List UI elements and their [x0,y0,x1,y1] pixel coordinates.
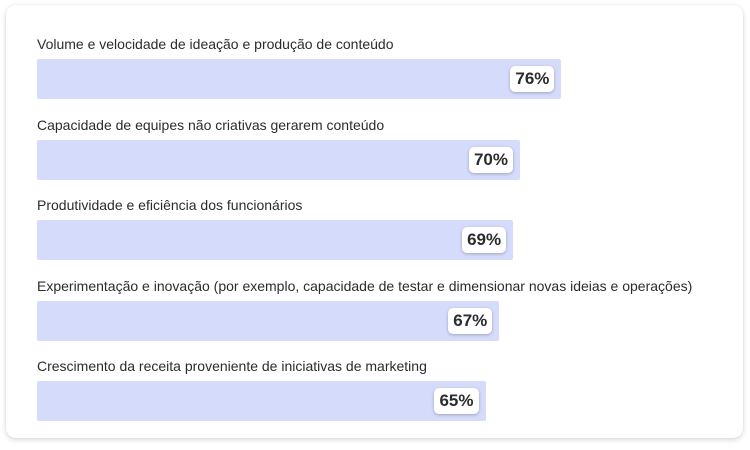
bar-category-label: Crescimento da receita proveniente de in… [37,358,427,374]
bar-value-label: 69% [462,227,507,253]
bar: 70% [37,139,520,180]
horizontal-bar-chart: Volume e velocidade de ideação e produçã… [37,27,727,430]
bar-row: Capacidade de equipes não criativas gera… [37,108,727,189]
bar: 76% [37,59,562,99]
bar-row: Experimentação e inovação (por exemplo, … [37,269,727,350]
bar: 69% [37,220,514,260]
bar-row: Produtividade e eficiência dos funcionár… [37,188,727,269]
bar-value-label: 67% [448,307,493,334]
bar-category-label: Volume e velocidade de ideação e produçã… [37,36,394,52]
bar: 67% [37,300,500,341]
chart-card: Volume e velocidade de ideação e produçã… [6,5,743,438]
bar-value-label: 76% [510,66,555,92]
bar-category-label: Produtividade e eficiência dos funcionár… [37,197,303,213]
bar-category-label: Capacidade de equipes não criativas gera… [37,116,385,133]
bar-value-label: 65% [434,388,479,414]
bar-row: Crescimento da receita proveniente de in… [37,349,727,430]
bar-row: Volume e velocidade de ideação e produçã… [37,27,727,108]
bar-category-label: Experimentação e inovação (por exemplo, … [37,277,693,294]
bar-value-label: 70% [468,146,513,173]
bar: 65% [37,381,486,421]
